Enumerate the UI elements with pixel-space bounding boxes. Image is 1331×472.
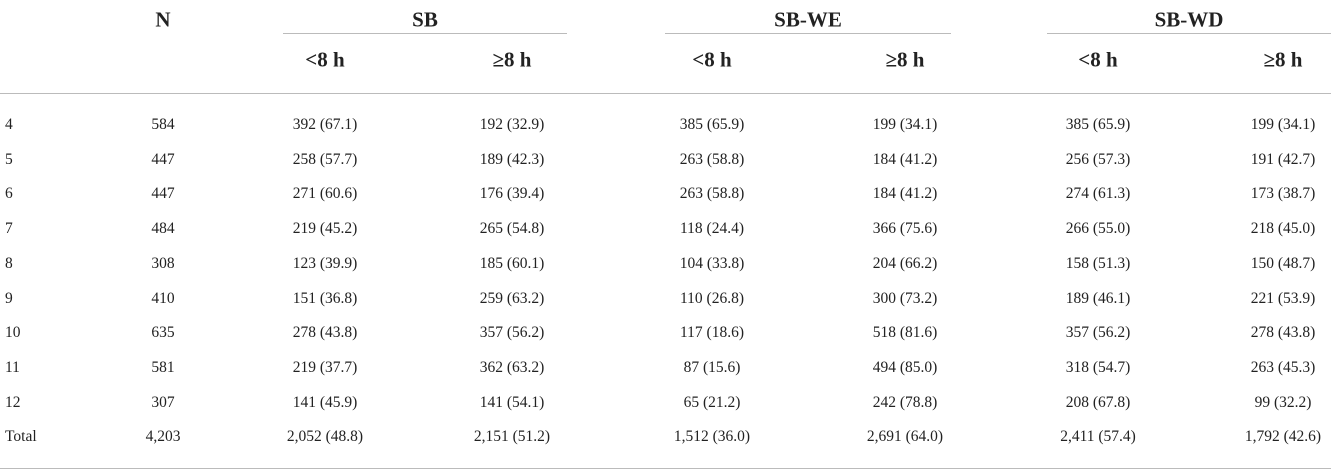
cell: 189 (46.1) bbox=[1065, 289, 1131, 307]
cell: 2,052 (48.8) bbox=[286, 428, 364, 446]
cell: 263 (58.8) bbox=[679, 150, 745, 168]
cell: 110 (26.8) bbox=[680, 289, 744, 307]
cell: 4,203 bbox=[145, 428, 181, 446]
cell: 385 (65.9) bbox=[1065, 116, 1131, 133]
cell: 141 (54.1) bbox=[479, 393, 545, 411]
cell: 392 (67.1) bbox=[292, 116, 358, 133]
cell: 307 bbox=[151, 393, 175, 411]
cell: 185 (60.1) bbox=[479, 254, 545, 272]
cell: 151 (36.8) bbox=[292, 289, 358, 307]
group-rule bbox=[1047, 33, 1331, 34]
cell: 219 (37.7) bbox=[292, 358, 358, 376]
cell: 176 (39.4) bbox=[479, 185, 545, 203]
cell: 1,792 (42.6) bbox=[1244, 428, 1322, 446]
cell: 258 (57.7) bbox=[292, 150, 358, 168]
cell: 2,151 (51.2) bbox=[473, 428, 551, 446]
cell: 117 (18.6) bbox=[680, 324, 744, 342]
cell: 65 (21.2) bbox=[683, 393, 741, 411]
cell: 263 (58.8) bbox=[679, 185, 745, 203]
cell: 518 (81.6) bbox=[872, 324, 938, 342]
cell: 259 (63.2) bbox=[479, 289, 545, 307]
cell: 189 (42.3) bbox=[479, 150, 545, 168]
cell: 266 (55.0) bbox=[1065, 220, 1131, 238]
group-header: SB bbox=[412, 7, 438, 32]
cell: 410 bbox=[151, 289, 175, 307]
group-rule bbox=[283, 33, 567, 34]
cell: 123 (39.9) bbox=[292, 254, 358, 272]
cell: 204 (66.2) bbox=[872, 254, 938, 272]
column-header: N bbox=[155, 7, 171, 32]
cell: 263 (45.3) bbox=[1250, 358, 1316, 376]
group-rule bbox=[665, 33, 951, 34]
group-header: SB-WD bbox=[1154, 7, 1224, 32]
cell: 581 bbox=[151, 358, 175, 376]
cell: 635 bbox=[151, 324, 175, 342]
row-label: 12 bbox=[5, 393, 21, 411]
cell: 219 (45.2) bbox=[292, 220, 358, 238]
row-label: 9 bbox=[5, 289, 13, 307]
cell: 366 (75.6) bbox=[872, 220, 938, 238]
cell: 104 (33.8) bbox=[679, 254, 745, 272]
cell: 141 (45.9) bbox=[292, 393, 358, 411]
row-label: 7 bbox=[5, 220, 13, 238]
row-label: Total bbox=[5, 428, 37, 446]
cell: 218 (45.0) bbox=[1250, 220, 1316, 238]
cell: 221 (53.9) bbox=[1250, 289, 1316, 307]
row-label: 10 bbox=[5, 324, 21, 342]
cell: 484 bbox=[151, 220, 175, 238]
cell: 362 (63.2) bbox=[479, 358, 545, 376]
cell: 494 (85.0) bbox=[872, 358, 938, 376]
cell: 118 (24.4) bbox=[680, 220, 744, 238]
sub-header: <8 h bbox=[692, 47, 732, 72]
cell: 242 (78.8) bbox=[872, 393, 938, 411]
cell: 274 (61.3) bbox=[1065, 185, 1131, 203]
cell: 150 (48.7) bbox=[1250, 254, 1316, 272]
cell: 184 (41.2) bbox=[872, 185, 938, 203]
cell: 357 (56.2) bbox=[479, 324, 545, 342]
cell: 256 (57.3) bbox=[1065, 150, 1131, 168]
row-label: 4 bbox=[5, 116, 13, 133]
cell: 208 (67.8) bbox=[1065, 393, 1131, 411]
cell: 357 (56.2) bbox=[1065, 324, 1131, 342]
cell: 99 (32.2) bbox=[1254, 393, 1312, 411]
row-label: 5 bbox=[5, 150, 13, 168]
sub-header: ≥8 h bbox=[1263, 47, 1303, 72]
cell: 385 (65.9) bbox=[679, 116, 745, 133]
cell: 158 (51.3) bbox=[1065, 254, 1131, 272]
cell: 300 (73.2) bbox=[872, 289, 938, 307]
cell: 271 (60.6) bbox=[292, 185, 358, 203]
cell: 278 (43.8) bbox=[1250, 324, 1316, 342]
cell: 87 (15.6) bbox=[683, 358, 741, 376]
cell: 308 bbox=[151, 254, 175, 272]
row-label: 11 bbox=[5, 358, 20, 376]
cell: 192 (32.9) bbox=[479, 116, 545, 133]
sub-header: ≥8 h bbox=[885, 47, 925, 72]
cell: 2,411 (57.4) bbox=[1060, 428, 1136, 446]
cell: 199 (34.1) bbox=[872, 116, 938, 133]
cell: 265 (54.8) bbox=[479, 220, 545, 238]
cell: 199 (34.1) bbox=[1250, 116, 1316, 133]
cell: 447 bbox=[151, 185, 175, 203]
cell: 584 bbox=[151, 116, 175, 133]
sub-header: <8 h bbox=[305, 47, 345, 72]
cell: 2,691 (64.0) bbox=[866, 428, 944, 446]
bottom-rule bbox=[0, 468, 1331, 469]
sub-header: ≥8 h bbox=[492, 47, 532, 72]
cell: 278 (43.8) bbox=[292, 324, 358, 342]
group-header: SB-WE bbox=[774, 7, 842, 32]
row-label: 6 bbox=[5, 185, 13, 203]
sub-header: <8 h bbox=[1078, 47, 1118, 72]
row-label: 8 bbox=[5, 254, 13, 272]
header-rule bbox=[0, 93, 1331, 94]
cell: 173 (38.7) bbox=[1250, 185, 1316, 203]
cell: 447 bbox=[151, 150, 175, 168]
cell: 1,512 (36.0) bbox=[673, 428, 751, 446]
cell: 184 (41.2) bbox=[872, 150, 938, 168]
cell: 191 (42.7) bbox=[1250, 150, 1316, 168]
cell: 318 (54.7) bbox=[1065, 358, 1131, 376]
